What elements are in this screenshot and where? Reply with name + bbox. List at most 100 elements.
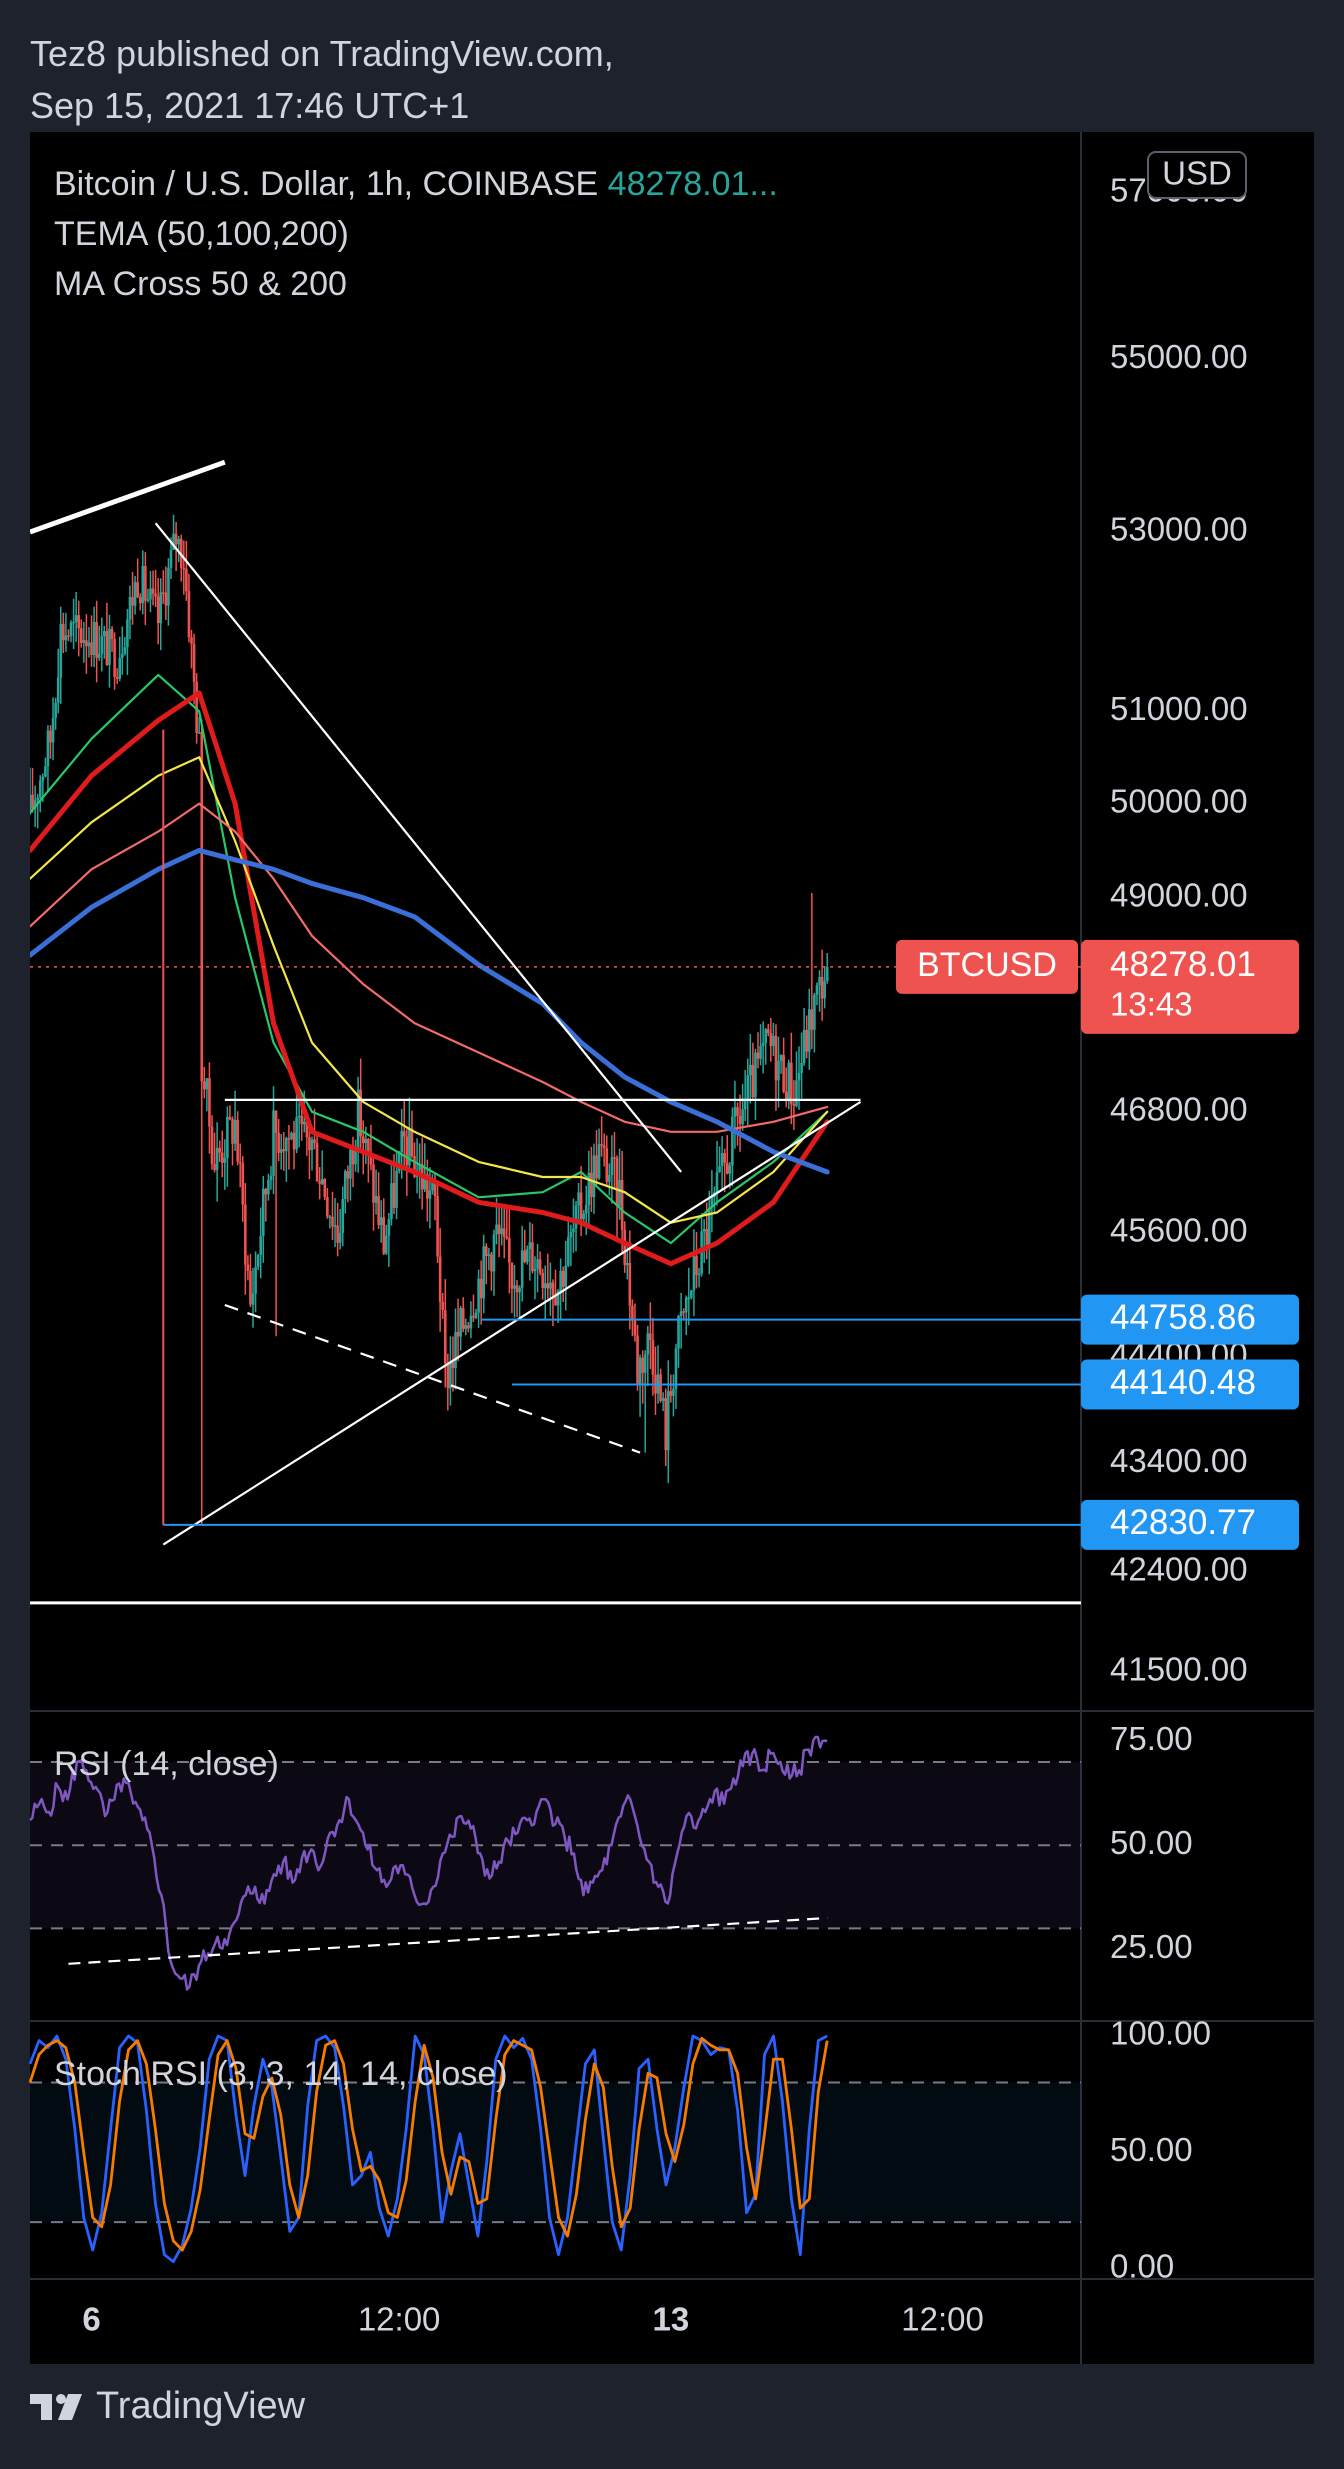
candle-body — [782, 1054, 785, 1092]
candle-body — [126, 619, 129, 648]
candle-body — [487, 1254, 491, 1256]
last-price-text: 48278.01... — [608, 165, 778, 203]
indicator-legend-tema: TEMA (50,100,200) — [54, 215, 349, 253]
candle-body — [361, 1136, 365, 1144]
candle-body — [254, 1267, 257, 1294]
drawn-trendline[interactable] — [162, 1100, 862, 1546]
candle-body — [759, 1046, 762, 1059]
candle-body — [326, 1197, 329, 1217]
candle-body — [702, 1228, 706, 1232]
candle-body — [720, 1153, 724, 1167]
candle-body — [718, 1166, 721, 1173]
level-price-tag[interactable] — [1081, 1294, 1299, 1345]
drawn-trendline[interactable] — [154, 522, 682, 1173]
level-price-tag[interactable] — [1081, 1499, 1299, 1550]
candle-body — [784, 1091, 788, 1102]
candle-body — [574, 1205, 578, 1229]
candle-body — [167, 567, 170, 606]
candle-body — [115, 677, 119, 679]
candle-body — [31, 794, 34, 809]
candle-body — [418, 1164, 421, 1170]
candle-body — [564, 1265, 568, 1287]
candle-body — [36, 797, 39, 801]
stoch-line-d — [28, 2036, 829, 2252]
level-price-tag-value: 42830.77 — [1110, 1503, 1256, 1542]
candle-body — [382, 1217, 386, 1254]
candle-body — [495, 1224, 498, 1235]
candle-body — [30, 794, 32, 813]
candle-body — [751, 1064, 755, 1098]
candle-body — [249, 1270, 252, 1305]
candle-body — [674, 1348, 678, 1389]
candle-body — [561, 1270, 565, 1287]
candle-body — [802, 1029, 806, 1063]
candle-body — [426, 1174, 429, 1199]
candle-body — [441, 1301, 445, 1311]
price-axis-tick: 55000.00 — [1110, 338, 1248, 375]
publisher-line: Tez8 published on TradingView.com, — [30, 33, 614, 74]
price-axis-tick: 49000.00 — [1110, 876, 1248, 913]
candle-body — [690, 1290, 693, 1298]
stoch-axis-tick: 50.00 — [1110, 2131, 1193, 2168]
candle-body — [72, 621, 75, 624]
candle-body — [766, 1029, 770, 1034]
candle-body — [551, 1282, 555, 1296]
candle-body — [103, 631, 106, 637]
candle-body — [308, 1137, 311, 1151]
tradingview-brand[interactable]: TradingView — [30, 2385, 305, 2428]
candle-body — [223, 1157, 227, 1163]
candle-body — [659, 1374, 662, 1401]
candle-body — [338, 1232, 342, 1243]
candle-body — [210, 1126, 214, 1165]
candle-body — [231, 1119, 234, 1144]
indicator-line-tema-100 — [30, 690, 830, 1267]
candle-body — [156, 596, 160, 624]
candle-body — [497, 1224, 501, 1235]
candle-body — [438, 1256, 442, 1302]
candle-body — [692, 1256, 696, 1291]
candle-body — [190, 637, 193, 644]
candle-body — [797, 1072, 801, 1081]
candle-body — [508, 1238, 511, 1263]
candle-body — [592, 1155, 596, 1198]
symbol-legend[interactable]: Bitcoin / U.S. Dollar, 1h, COINBASE 4827… — [54, 165, 778, 203]
candle-body — [490, 1254, 493, 1272]
candle-body — [274, 1110, 278, 1133]
candle-body — [172, 533, 175, 551]
candle-body — [302, 1121, 306, 1125]
candle-body — [269, 1175, 273, 1181]
candle-body — [236, 1119, 239, 1162]
candle-body — [661, 1398, 665, 1401]
drawn-trendline[interactable] — [30, 459, 226, 535]
candle-body — [631, 1305, 634, 1320]
candle-body — [602, 1145, 606, 1149]
currency-button[interactable] — [1147, 151, 1247, 199]
candle-body — [305, 1121, 309, 1138]
candle-body — [279, 1149, 283, 1153]
candle-body — [131, 597, 134, 606]
candle-body — [446, 1363, 450, 1389]
candle-body — [62, 623, 65, 641]
candle-body — [541, 1272, 544, 1289]
candle-body — [349, 1149, 352, 1179]
candle-body — [725, 1162, 729, 1174]
candle-body — [756, 1052, 760, 1059]
candle-body — [177, 538, 180, 545]
time-axis-bg — [30, 2280, 1314, 2364]
candle-body — [136, 582, 139, 598]
candle-body — [792, 1104, 796, 1106]
candle-body — [451, 1361, 455, 1368]
last-price-tag — [1081, 939, 1299, 1034]
drawn-trendline[interactable] — [224, 1303, 641, 1454]
candle-body — [344, 1171, 347, 1200]
level-price-tag[interactable] — [1081, 1359, 1299, 1410]
candle-body — [710, 1197, 714, 1208]
candle-body — [205, 1078, 209, 1090]
candle-body — [467, 1325, 470, 1329]
rsi-trendline[interactable] — [68, 1916, 828, 1965]
candle-body — [459, 1308, 462, 1337]
candle-body — [443, 1310, 447, 1364]
price-plot[interactable] — [29, 459, 1081, 1605]
candle-body — [492, 1234, 496, 1272]
